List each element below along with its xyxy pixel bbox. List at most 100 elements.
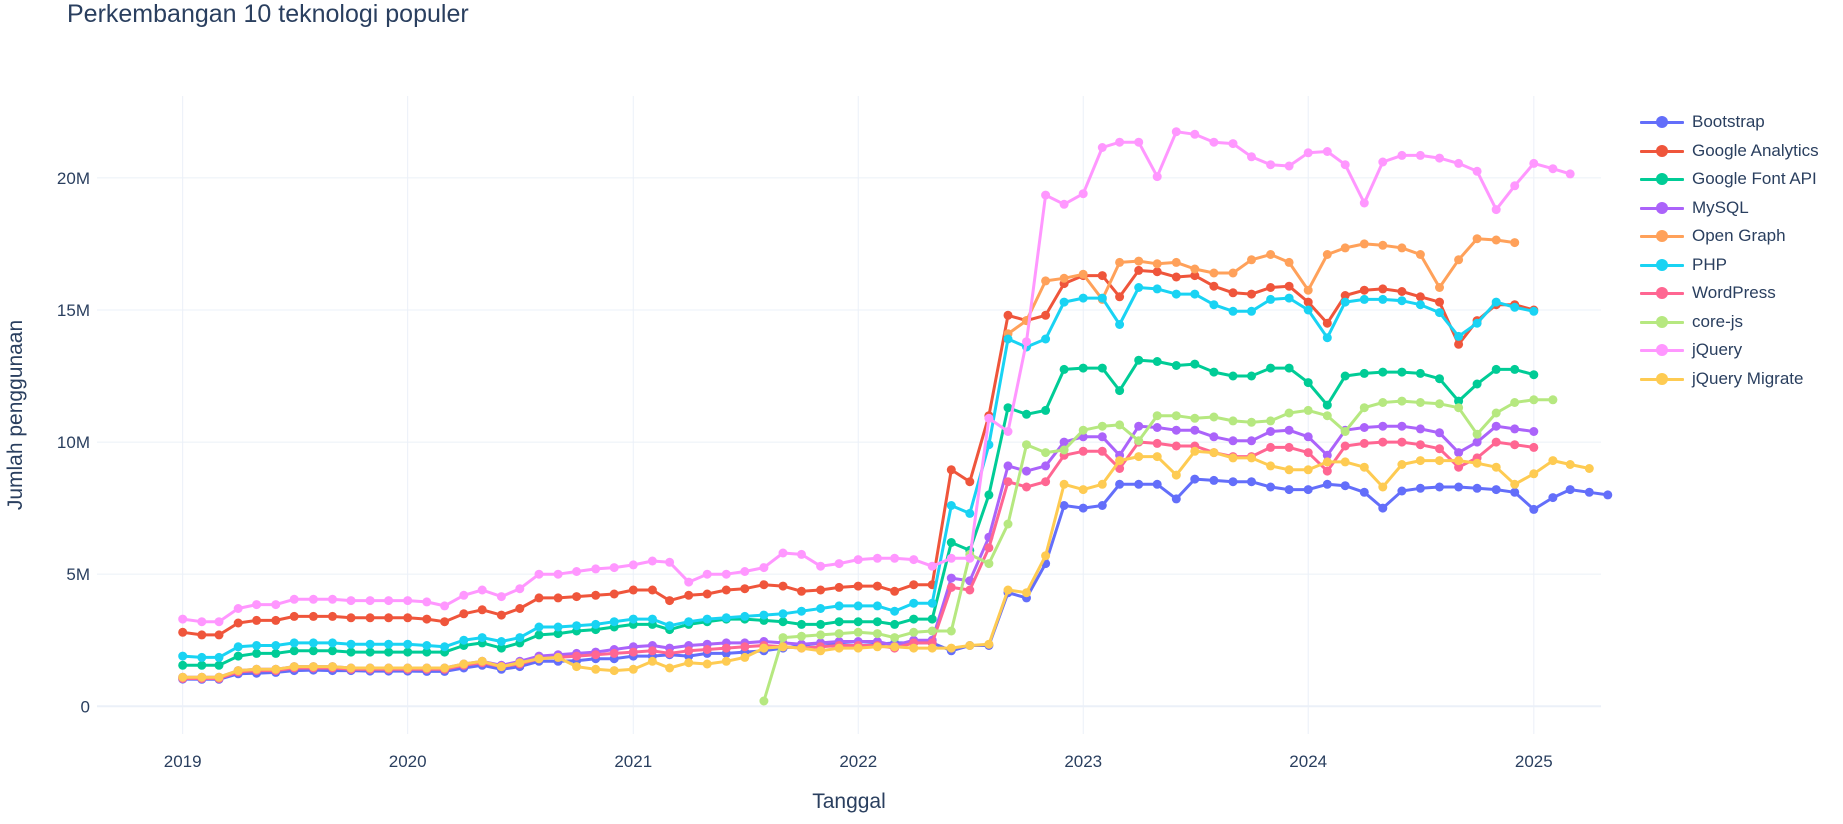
data-point[interactable] — [759, 563, 769, 573]
data-point[interactable] — [1059, 297, 1069, 307]
data-point[interactable] — [515, 604, 525, 613]
data-point[interactable] — [346, 613, 356, 623]
data-point[interactable] — [591, 664, 601, 674]
data-point[interactable] — [1041, 190, 1051, 200]
legend-item[interactable]: jQuery Migrate — [1640, 365, 1819, 394]
data-point[interactable] — [308, 638, 318, 648]
data-point[interactable] — [1435, 444, 1444, 454]
data-point[interactable] — [1322, 457, 1332, 467]
data-point[interactable] — [1565, 460, 1575, 469]
legend-item[interactable]: Google Font API — [1640, 165, 1819, 194]
legend-item[interactable]: PHP — [1640, 251, 1819, 280]
data-point[interactable] — [1190, 289, 1200, 299]
data-point[interactable] — [197, 672, 207, 682]
data-point[interactable] — [1171, 361, 1181, 370]
data-point[interactable] — [572, 621, 582, 631]
data-point[interactable] — [778, 548, 788, 558]
data-point[interactable] — [1190, 129, 1200, 139]
data-point[interactable] — [308, 662, 318, 672]
data-point[interactable] — [1378, 398, 1388, 407]
data-point[interactable] — [1209, 412, 1219, 422]
data-point[interactable] — [1266, 461, 1276, 471]
data-point[interactable] — [740, 567, 750, 576]
data-point[interactable] — [1003, 427, 1013, 436]
data-point[interactable] — [1152, 267, 1162, 277]
data-point[interactable] — [1059, 273, 1069, 283]
data-point[interactable] — [1584, 464, 1594, 473]
data-point[interactable] — [1415, 398, 1425, 407]
data-point[interactable] — [740, 652, 750, 662]
data-point[interactable] — [1134, 479, 1144, 489]
data-point[interactable] — [1171, 470, 1181, 480]
data-point[interactable] — [1303, 285, 1313, 295]
data-point[interactable] — [946, 538, 956, 547]
data-point[interactable] — [872, 617, 882, 627]
data-point[interactable] — [946, 573, 956, 583]
data-point[interactable] — [647, 614, 657, 624]
data-point[interactable] — [740, 584, 750, 594]
data-point[interactable] — [1359, 462, 1369, 472]
data-point[interactable] — [1115, 479, 1125, 489]
legend-item[interactable]: MySQL — [1640, 194, 1819, 223]
data-point[interactable] — [1022, 409, 1031, 419]
data-point[interactable] — [534, 569, 544, 579]
data-point[interactable] — [1340, 427, 1350, 436]
data-point[interactable] — [1003, 310, 1013, 320]
data-point[interactable] — [328, 594, 337, 604]
data-point[interactable] — [946, 501, 956, 510]
data-point[interactable] — [927, 614, 937, 624]
data-point[interactable] — [1171, 411, 1181, 421]
data-point[interactable] — [1247, 453, 1256, 463]
data-point[interactable] — [1378, 157, 1388, 167]
data-point[interactable] — [1510, 398, 1520, 407]
data-point[interactable] — [946, 553, 956, 563]
data-point[interactable] — [684, 658, 694, 668]
data-point[interactable] — [477, 633, 487, 643]
data-point[interactable] — [647, 656, 657, 666]
data-point[interactable] — [1228, 416, 1238, 426]
data-point[interactable] — [197, 652, 207, 662]
data-point[interactable] — [1435, 482, 1444, 492]
data-point[interactable] — [233, 604, 243, 613]
data-point[interactable] — [1472, 429, 1482, 439]
data-point[interactable] — [1359, 403, 1369, 413]
data-point[interactable] — [1266, 416, 1276, 426]
data-point[interactable] — [1454, 482, 1464, 492]
data-point[interactable] — [459, 635, 469, 645]
data-point[interactable] — [1247, 417, 1256, 427]
data-point[interactable] — [1435, 399, 1444, 409]
data-point[interactable] — [1454, 255, 1464, 265]
data-point[interactable] — [1359, 438, 1369, 448]
data-point[interactable] — [1022, 482, 1031, 492]
data-point[interactable] — [496, 592, 506, 602]
legend-item[interactable]: Google Analytics — [1640, 137, 1819, 166]
data-point[interactable] — [1359, 198, 1369, 208]
data-point[interactable] — [1303, 448, 1313, 458]
data-point[interactable] — [328, 611, 337, 621]
data-point[interactable] — [834, 617, 844, 627]
data-point[interactable] — [1340, 291, 1350, 300]
data-point[interactable] — [1322, 479, 1332, 489]
data-point[interactable] — [946, 465, 956, 475]
data-point[interactable] — [665, 596, 675, 606]
data-point[interactable] — [797, 643, 806, 653]
data-point[interactable] — [422, 614, 432, 624]
data-point[interactable] — [1397, 287, 1407, 296]
data-point[interactable] — [984, 543, 994, 553]
data-point[interactable] — [1303, 305, 1313, 315]
data-point[interactable] — [1171, 441, 1181, 451]
data-point[interactable] — [721, 585, 731, 595]
data-point[interactable] — [1548, 164, 1558, 174]
data-point[interactable] — [853, 643, 863, 653]
data-point[interactable] — [1152, 452, 1162, 462]
data-point[interactable] — [1303, 297, 1313, 307]
data-point[interactable] — [1115, 464, 1125, 473]
data-point[interactable] — [1022, 337, 1031, 347]
data-point[interactable] — [927, 598, 937, 608]
data-point[interactable] — [1190, 425, 1200, 435]
data-point[interactable] — [872, 642, 882, 652]
data-point[interactable] — [1510, 487, 1520, 497]
data-point[interactable] — [459, 659, 469, 669]
data-point[interactable] — [214, 660, 224, 670]
data-point[interactable] — [1435, 308, 1444, 318]
